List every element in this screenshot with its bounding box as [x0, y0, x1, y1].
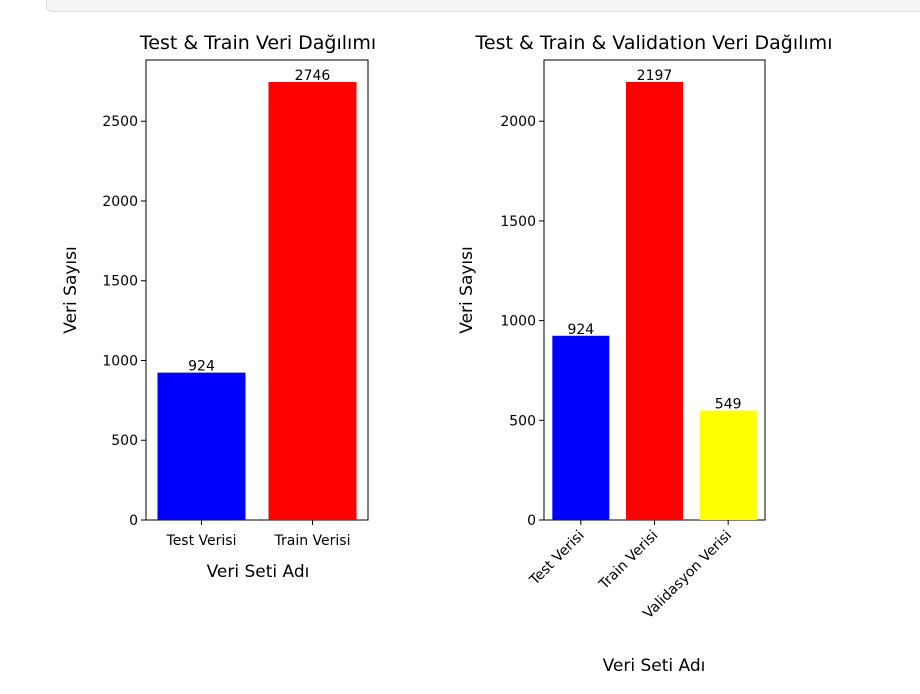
x-axis-label: Veri Seti Adı [603, 656, 706, 676]
bar-value-label: 924 [188, 359, 215, 375]
notebook-cell-top-edge [0, 0, 920, 12]
bar [626, 81, 683, 521]
y-tick-label: 1500 [102, 274, 138, 290]
x-axis-label: Veri Seti Adı [207, 562, 310, 582]
bar-value-label: 2197 [637, 68, 673, 84]
chart-title: Test & Train Veri Dağılımı [139, 32, 376, 54]
y-tick-label: 1000 [102, 353, 138, 369]
bar-value-label: 924 [567, 322, 594, 338]
y-tick-label: 2000 [102, 194, 138, 210]
y-tick-label: 500 [509, 413, 536, 429]
y-tick-label: 0 [527, 513, 536, 529]
y-tick-label: 2500 [102, 114, 138, 130]
x-tick-label: Test Verisi [166, 533, 237, 549]
y-tick-label: 1500 [500, 214, 536, 230]
x-tick-label: Train Verisi [596, 528, 662, 594]
bar [552, 335, 610, 520]
plot-area [145, 59, 369, 521]
chart-title: Test & Train & Validation Veri Dağılımı [475, 32, 833, 54]
bar-value-label: 549 [715, 397, 742, 413]
bar [699, 410, 757, 520]
x-tick-label: Train Verisi [274, 533, 351, 549]
y-tick-label: 1000 [500, 314, 536, 330]
x-tick-label: Test Verisi [526, 528, 587, 589]
bar [268, 82, 357, 520]
bar [157, 372, 246, 520]
y-tick-label: 2000 [500, 114, 536, 130]
chart-test-train-validation: Test & Train & Validation Veri Dağılımı … [457, 32, 832, 676]
bar-value-label: 2746 [295, 68, 331, 84]
y-tick-label: 0 [129, 513, 138, 529]
y-axis-label: Veri Sayısı [457, 246, 477, 333]
previous-cell-border [46, 0, 920, 12]
chart-test-train: Test & Train Veri Dağılımı 0 500 1000 1500 2… [61, 32, 376, 582]
y-axis-label: Veri Sayısı [61, 246, 81, 333]
y-tick-label: 500 [111, 433, 138, 449]
